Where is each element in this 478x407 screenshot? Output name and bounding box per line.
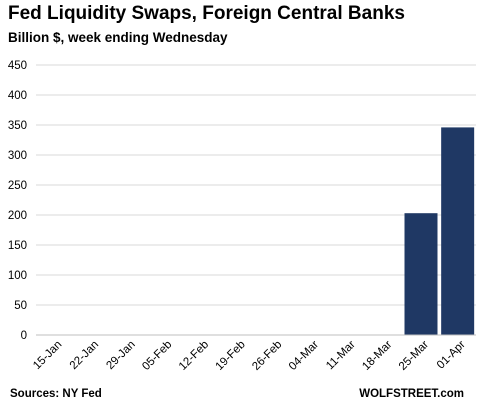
chart-subtitle: Billion $, week ending Wednesday (8, 30, 228, 45)
x-tick-label: 29-Jan (104, 339, 137, 372)
y-tick-label: 150 (8, 240, 27, 252)
y-tick-label: 50 (14, 300, 27, 312)
chart-title: Fed Liquidity Swaps, Foreign Central Ban… (8, 3, 405, 24)
y-tick-label: 100 (8, 270, 27, 282)
y-tick-label: 0 (21, 330, 27, 342)
y-tick-label: 450 (8, 60, 27, 72)
x-tick-label: 19-Feb (214, 339, 248, 373)
x-tick-label: 11-Mar (324, 339, 358, 373)
gridlines (36, 64, 476, 306)
y-tick-label: 250 (8, 180, 27, 192)
x-tick-label: 18-Mar (360, 339, 394, 373)
y-tick-label: 200 (8, 210, 27, 222)
brand-watermark: WOLFSTREET.com (359, 388, 464, 400)
bar-25-Mar (404, 213, 438, 335)
x-tick-label: 22-Jan (68, 339, 101, 372)
x-axis-ticks: 15-Jan 22-Jan 29-Jan 05-Feb 12-Feb 19-Feb 26-F… (31, 339, 468, 373)
x-tick-label: 12-Feb (177, 339, 211, 373)
y-tick-label: 400 (8, 90, 27, 102)
y-axis-ticks: 0 50 100 150 200 250 300 350 400 450 (8, 60, 27, 342)
x-tick-label: 25-Mar (397, 339, 431, 373)
x-tick-label: 26-Feb (250, 339, 284, 373)
source-note: Sources: NY Fed (10, 388, 102, 400)
y-tick-label: 300 (8, 150, 27, 162)
x-tick-label: 15-Jan (31, 339, 64, 372)
x-tick-label: 04-Mar (287, 339, 321, 373)
x-tick-label: 01-Apr (435, 339, 468, 372)
x-tick-label: 05-Feb (140, 339, 174, 373)
bars (404, 127, 475, 336)
y-tick-label: 350 (8, 120, 27, 132)
bar-01-Apr (441, 127, 475, 336)
